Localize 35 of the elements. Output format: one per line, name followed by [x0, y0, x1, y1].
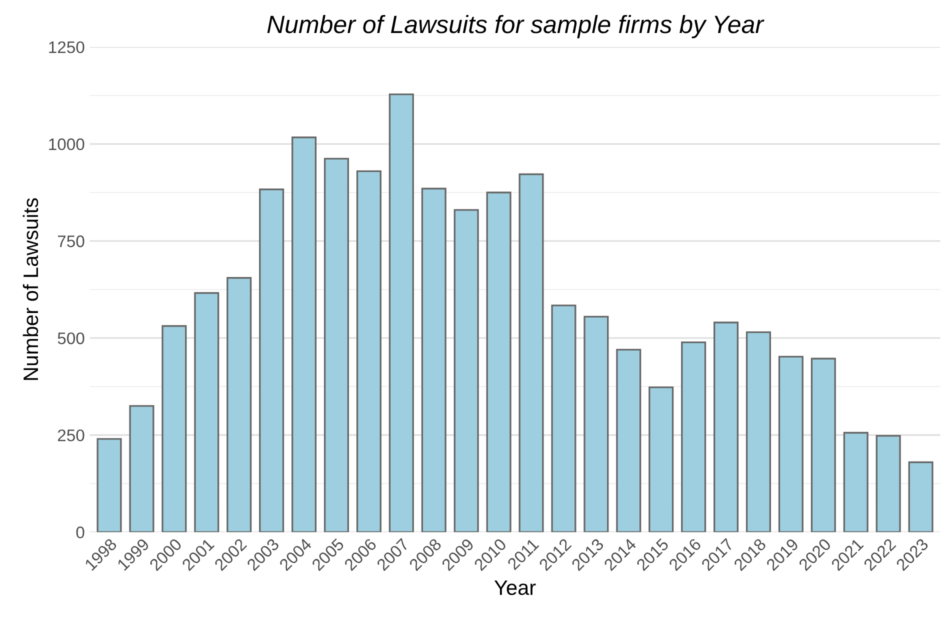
bar	[129, 405, 154, 532]
x-axis-title: Year	[494, 580, 536, 596]
bar	[810, 358, 836, 532]
bar	[324, 158, 350, 532]
bar	[162, 325, 187, 532]
bar	[388, 93, 414, 532]
y-tick-label: 1250	[49, 41, 84, 54]
bar	[194, 292, 220, 532]
bar	[96, 438, 122, 532]
y-tick-label: 250	[58, 429, 84, 442]
y-tick-label: 1000	[49, 138, 84, 150]
bar	[518, 173, 544, 532]
y-tick-label: 500	[58, 332, 84, 344]
bar	[908, 461, 934, 532]
y-tick-label: 0	[76, 526, 84, 538]
bar	[259, 188, 284, 532]
bar	[551, 304, 576, 532]
bar	[421, 188, 446, 532]
bar	[584, 316, 609, 532]
bar	[746, 331, 772, 532]
bar	[778, 356, 804, 532]
chart-title: Number of Lawsuits for sample firms by Year	[267, 14, 764, 38]
bar	[454, 209, 479, 532]
bar	[356, 170, 382, 532]
y-axis-title: Number of Lawsuits	[22, 198, 38, 380]
y-tick-label: 750	[58, 235, 84, 248]
bar	[486, 192, 512, 532]
bar	[714, 322, 739, 532]
bar	[681, 341, 706, 532]
bar	[876, 435, 901, 532]
bar	[843, 432, 868, 532]
bar	[226, 277, 252, 532]
bar	[292, 136, 317, 532]
bar	[648, 386, 674, 532]
bar	[616, 348, 642, 532]
